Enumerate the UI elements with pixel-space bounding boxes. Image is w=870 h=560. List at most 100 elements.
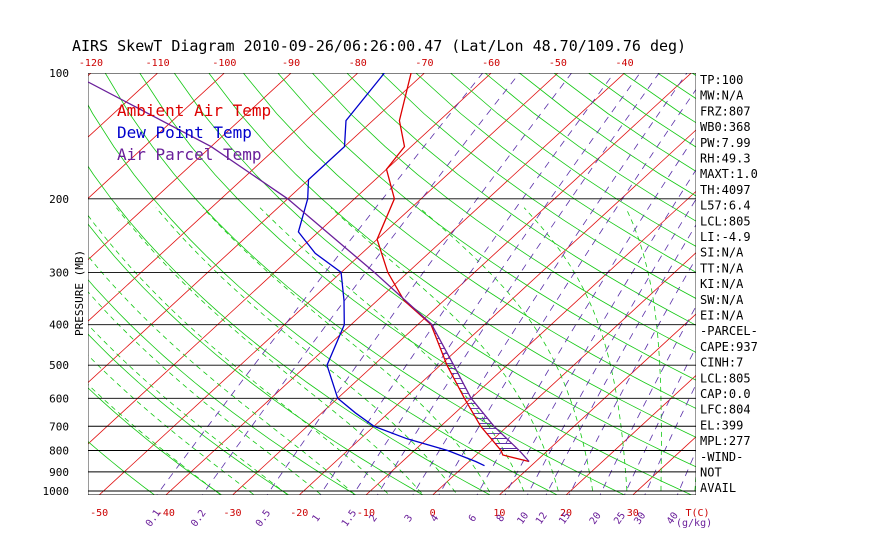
moist-adiabat-line	[202, 207, 492, 495]
pressure-tick-label: 300	[49, 266, 69, 279]
bottom-temperature-labels: -50 -40 -30 -20 -10 0 10 20 30 T(C)	[90, 508, 709, 519]
mixing-ratio-line	[376, 73, 660, 495]
index-entry: TP:100	[700, 73, 743, 87]
mixing-ratio-line	[526, 198, 696, 495]
index-entry: -WIND-	[700, 450, 743, 464]
isotherm-line	[88, 73, 292, 261]
top-temperature-label: -70	[415, 58, 433, 69]
dry-adiabat-line	[381, 73, 696, 299]
dry-adiabat-line	[104, 73, 626, 495]
mixing-ratio-label: 4	[429, 513, 441, 524]
isobar-lines	[88, 73, 696, 495]
mixing-ratio-line	[599, 305, 696, 495]
top-temperature-label: -40	[616, 58, 634, 69]
moist-adiabat-line	[155, 207, 458, 495]
mixing-ratio-unit: (g/kg)	[676, 518, 712, 529]
dry-adiabat-line	[139, 73, 693, 495]
index-entry: -PARCEL-	[700, 324, 758, 338]
mixing-ratio-label: 8	[495, 513, 507, 524]
bottom-temperature-label: 10	[493, 508, 505, 519]
pressure-tick-label: 800	[49, 444, 69, 457]
index-entry: TT:N/A	[700, 261, 744, 275]
legend-entry: Air Parcel Temp	[117, 145, 262, 164]
bottom-temperature-label: -10	[357, 508, 375, 519]
index-entry: L57:6.4	[700, 199, 751, 213]
isotherm-line	[88, 73, 225, 199]
bottom-temperature-label: -20	[290, 508, 308, 519]
moist-adiabat-line	[116, 207, 424, 495]
isotherm-line	[498, 313, 696, 495]
dry-adiabat-line	[242, 73, 696, 409]
pressure-tick-label: 1000	[43, 485, 70, 498]
bottom-temperature-label: 20	[560, 508, 572, 519]
isotherm-line	[231, 73, 692, 495]
bottom-temperature-label: 30	[627, 508, 639, 519]
bottom-temperature-label: -40	[157, 508, 175, 519]
index-entry: SI:N/A	[700, 246, 744, 260]
index-entry: MW:N/A	[700, 89, 744, 103]
dry-adiabat-line	[277, 73, 696, 381]
top-temperature-label: -110	[146, 58, 170, 69]
mixing-ratio-line	[266, 73, 572, 495]
moist-adiabat-line	[88, 255, 356, 495]
dry-adiabat-lines	[88, 73, 696, 495]
profile-series	[88, 73, 530, 467]
moist-adiabat-line	[625, 207, 662, 495]
index-entry: EI:N/A	[700, 309, 744, 323]
index-entry: AVAIL	[700, 481, 736, 495]
pressure-tick-label: 500	[49, 359, 69, 372]
dry-adiabat-line	[346, 73, 696, 326]
mixing-ratio-line	[319, 73, 615, 495]
moist-adiabat-line	[88, 291, 323, 495]
y-axis-label: PRESSURE (MB)	[73, 250, 86, 336]
bottom-temperature-label: -30	[224, 508, 242, 519]
mixing-ratio-line	[644, 383, 696, 495]
moist-adiabat-line	[88, 214, 390, 495]
mixing-ratio-line	[352, 73, 641, 495]
series-line	[297, 73, 485, 467]
mixing-ratio-label: 2	[367, 513, 379, 524]
pressure-tick-label: 600	[49, 392, 69, 405]
chart-title: AIRS SkewT Diagram 2010-09-26/06:26:00.4…	[72, 37, 686, 55]
index-entry: FRZ:807	[700, 104, 751, 118]
series-line	[88, 81, 530, 462]
pressure-tick-label: 400	[49, 319, 69, 332]
index-entry: PW:7.99	[700, 136, 751, 150]
top-temperature-labels: -120 -110 -100 -90 -80 -70 -60 -50 -40	[79, 58, 634, 69]
index-entry: EL:399	[700, 418, 743, 432]
dry-adiabat-line	[88, 104, 559, 495]
pressure-tick-label: 900	[49, 466, 69, 479]
index-entry: SW:N/A	[700, 293, 744, 307]
index-entry: NOT	[700, 466, 722, 480]
bottom-temperature-label: 0	[430, 508, 436, 519]
dry-adiabat-line	[88, 333, 290, 495]
mixing-ratio-line	[676, 450, 696, 495]
isotherm-line	[88, 73, 426, 384]
moist-adiabat-line	[523, 207, 628, 495]
mixing-ratio-label: 1	[310, 513, 322, 524]
isotherm-line	[365, 190, 696, 495]
index-entry: WB0:368	[700, 120, 751, 134]
index-entry: CAP:0.0	[700, 387, 751, 401]
dry-adiabat-line	[88, 441, 156, 495]
isotherm-line	[88, 73, 492, 445]
isotherm-line	[565, 374, 696, 495]
top-temperature-label: -80	[349, 58, 367, 69]
mixing-ratio-lines	[156, 73, 696, 495]
isotherm-line	[432, 252, 696, 495]
moist-adiabat-line	[88, 383, 222, 495]
index-entry: LI:-4.9	[700, 230, 751, 244]
pressure-tick-label: 100	[49, 67, 69, 80]
index-entry: LFC:804	[700, 403, 751, 417]
index-entry: CINH:7	[700, 356, 743, 370]
pressure-tick-label: 200	[49, 193, 69, 206]
index-entry: CAPE:937	[700, 340, 758, 354]
dry-adiabat-line	[415, 73, 696, 273]
top-temperature-label: -100	[212, 58, 236, 69]
top-temperature-label: -50	[549, 58, 567, 69]
top-temperature-label: -90	[282, 58, 300, 69]
bottom-temperature-label: -50	[90, 508, 108, 519]
series-line	[376, 73, 530, 463]
moist-adiabat-line	[330, 207, 560, 495]
mixing-ratio-line	[623, 346, 696, 495]
